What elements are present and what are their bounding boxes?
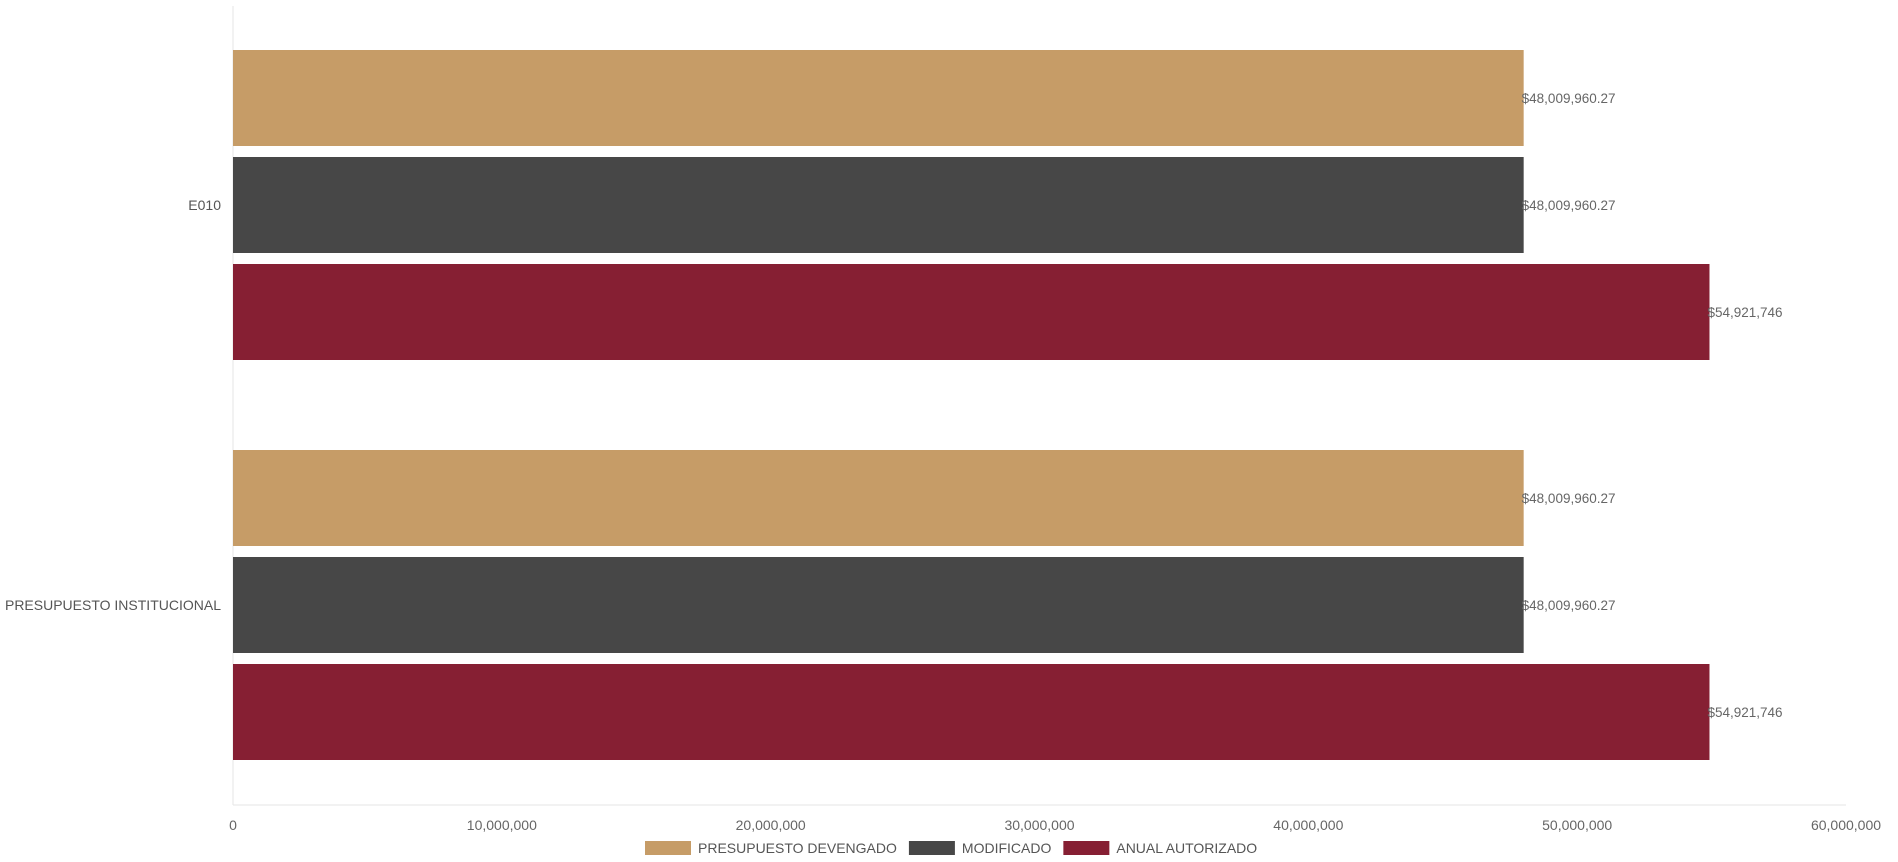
x-tick-label: 0 — [229, 817, 237, 833]
x-tick-label: 20,000,000 — [736, 817, 806, 833]
x-tick-label: 10,000,000 — [467, 817, 537, 833]
legend-item-label: PRESUPUESTO DEVENGADO — [698, 840, 897, 856]
x-tick-label: 30,000,000 — [1004, 817, 1074, 833]
data-label: $48,009,960.27 — [1522, 598, 1616, 613]
legend-swatch — [1063, 841, 1110, 855]
category-label: E010 — [188, 197, 221, 213]
bar-presupuesto-devengado — [233, 50, 1524, 146]
data-label: $54,921,746 — [1707, 705, 1782, 720]
bar-modificado — [233, 557, 1524, 653]
bar-presupuesto-devengado — [233, 450, 1524, 546]
category-label: PRESUPUESTO INSTITUCIONAL — [5, 597, 221, 613]
x-tick-label: 40,000,000 — [1273, 817, 1343, 833]
data-label: $48,009,960.27 — [1522, 198, 1616, 213]
bar-anual-autorizado — [233, 264, 1710, 360]
legend-swatch — [908, 841, 955, 855]
legend-item-label: MODIFICADO — [962, 840, 1052, 856]
x-tick-label: 50,000,000 — [1542, 817, 1612, 833]
data-label: $54,921,746 — [1707, 305, 1782, 320]
legend-item-label: ANUAL AUTORIZADO — [1116, 840, 1257, 856]
bar-anual-autorizado — [233, 664, 1710, 760]
data-label: $48,009,960.27 — [1522, 491, 1616, 506]
legend-swatch — [645, 841, 691, 855]
data-label: $48,009,960.27 — [1522, 91, 1616, 106]
bar-modificado — [233, 157, 1524, 253]
x-tick-label: 60,000,000 — [1811, 817, 1881, 833]
